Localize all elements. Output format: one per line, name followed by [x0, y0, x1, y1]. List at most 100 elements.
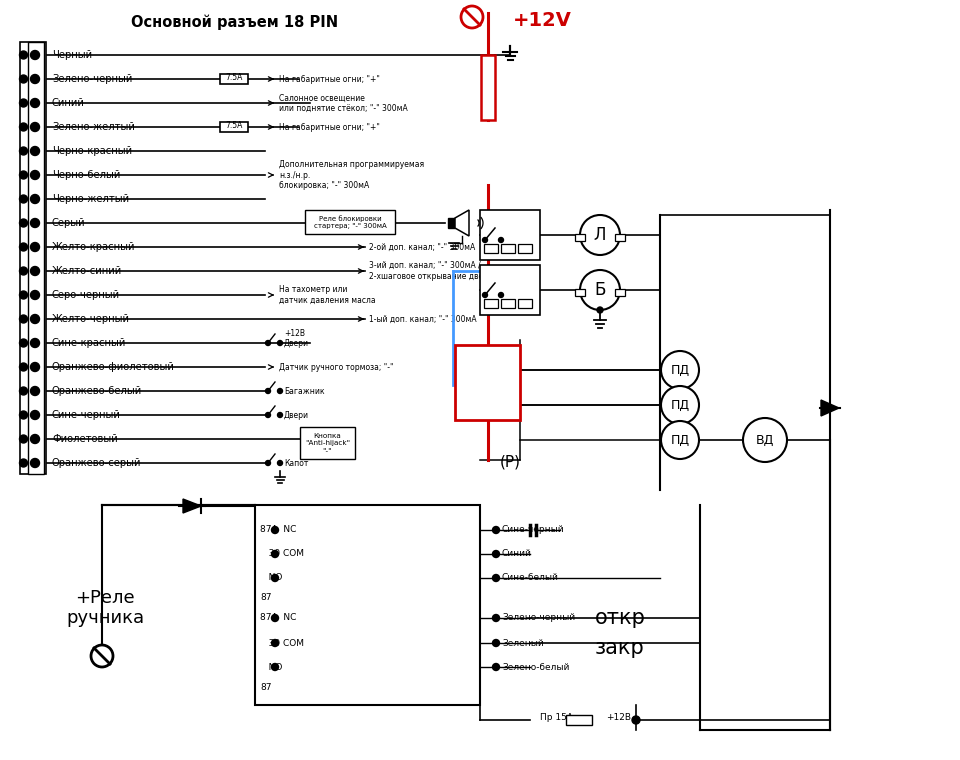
Circle shape — [272, 550, 278, 558]
Text: Синий: Синий — [52, 98, 84, 108]
Circle shape — [31, 387, 39, 395]
Text: Л: Л — [593, 226, 607, 244]
Circle shape — [31, 267, 39, 276]
Text: Дополнительная программируемая
н.з./н.р.
блокировка; "-" 300мА: Дополнительная программируемая н.з./н.р.… — [279, 160, 424, 190]
Text: ВД: ВД — [756, 433, 774, 447]
Circle shape — [31, 338, 39, 347]
Bar — [448, 218, 455, 228]
Text: Синий: Синий — [502, 549, 532, 559]
Text: 7.5A: 7.5A — [226, 74, 243, 83]
Text: +12В: +12В — [284, 328, 305, 337]
Bar — [518, 299, 532, 308]
Circle shape — [743, 418, 787, 462]
Circle shape — [277, 461, 282, 465]
Text: 3-ий доп. канал; "-" 300мА /
2-хшаговое открывание дверей: 3-ий доп. канал; "-" 300мА / 2-хшаговое … — [369, 261, 497, 280]
Bar — [480, 265, 540, 315]
Bar — [484, 244, 498, 253]
Bar — [481, 55, 495, 120]
Text: Черно-красный: Черно-красный — [52, 146, 132, 156]
Text: Двери: Двери — [284, 410, 309, 420]
Text: 87A  NC: 87A NC — [260, 525, 297, 534]
Circle shape — [31, 122, 39, 131]
Bar — [484, 299, 498, 308]
Bar — [575, 234, 585, 241]
Circle shape — [19, 243, 28, 251]
Bar — [575, 289, 585, 296]
Text: Б: Б — [594, 281, 606, 299]
Bar — [501, 299, 515, 308]
Text: 7.5A: 7.5A — [226, 122, 243, 131]
Text: (Р): (Р) — [499, 454, 520, 470]
Circle shape — [19, 147, 28, 155]
Bar — [220, 74, 248, 84]
Text: ПД: ПД — [670, 398, 689, 411]
Circle shape — [272, 575, 278, 581]
Circle shape — [31, 50, 39, 59]
Circle shape — [31, 458, 39, 467]
Text: Зелено-белый: Зелено-белый — [502, 663, 569, 672]
Circle shape — [492, 639, 499, 647]
Circle shape — [19, 99, 28, 107]
Circle shape — [31, 147, 39, 156]
Text: 30 COM: 30 COM — [260, 638, 304, 648]
Text: 30 COM: 30 COM — [260, 549, 304, 559]
Circle shape — [632, 716, 640, 724]
Text: 87: 87 — [260, 594, 272, 603]
Circle shape — [492, 663, 499, 670]
Text: Пр 15А: Пр 15А — [540, 714, 573, 723]
Circle shape — [277, 340, 282, 346]
Circle shape — [498, 237, 503, 242]
Circle shape — [492, 615, 499, 622]
Circle shape — [272, 615, 278, 622]
Bar — [300, 427, 355, 459]
Bar — [501, 244, 515, 253]
Circle shape — [272, 663, 278, 670]
Circle shape — [266, 340, 271, 346]
Text: Черный: Черный — [52, 50, 92, 60]
Bar — [28, 42, 44, 474]
Circle shape — [661, 351, 699, 389]
Circle shape — [266, 413, 271, 417]
Circle shape — [483, 293, 488, 297]
Text: ПД: ПД — [670, 433, 689, 447]
Circle shape — [19, 339, 28, 347]
Circle shape — [277, 388, 282, 394]
Text: Серый: Серый — [52, 218, 85, 228]
Text: закр: закр — [595, 638, 645, 658]
Circle shape — [492, 550, 499, 558]
Circle shape — [277, 413, 282, 417]
Circle shape — [19, 51, 28, 59]
Text: На габаритные огни; "+": На габаритные огни; "+" — [279, 122, 380, 131]
Text: Желто-синий: Желто-синий — [52, 266, 122, 276]
Circle shape — [19, 411, 28, 419]
Text: +12В: +12В — [606, 714, 631, 723]
Circle shape — [492, 575, 499, 581]
Text: Зелено-черный: Зелено-черный — [52, 74, 132, 84]
Text: Салонное освещение
или поднятие стёкол; "-" 300мА: Салонное освещение или поднятие стёкол; … — [279, 93, 408, 112]
Circle shape — [31, 74, 39, 84]
Circle shape — [19, 387, 28, 395]
Text: Реле блокировки
стартера; "-" 300мА: Реле блокировки стартера; "-" 300мА — [314, 215, 386, 229]
Text: NO: NO — [260, 574, 282, 582]
Circle shape — [483, 237, 488, 242]
Text: Багажник: Багажник — [284, 387, 324, 395]
Circle shape — [580, 270, 620, 310]
Circle shape — [91, 645, 113, 667]
Text: 87: 87 — [260, 682, 272, 692]
Text: NO: NO — [260, 663, 282, 672]
Circle shape — [31, 242, 39, 252]
Circle shape — [31, 99, 39, 107]
Circle shape — [19, 291, 28, 299]
Circle shape — [31, 363, 39, 372]
Text: Сине-черный: Сине-черный — [52, 410, 121, 420]
Circle shape — [580, 215, 620, 255]
Circle shape — [19, 171, 28, 179]
Circle shape — [31, 195, 39, 204]
Circle shape — [19, 219, 28, 227]
Circle shape — [661, 421, 699, 459]
Text: Сине-красный: Сине-красный — [52, 338, 127, 348]
Circle shape — [492, 527, 499, 534]
Text: Капот: Капот — [284, 458, 308, 467]
Text: Сине-черный: Сине-черный — [502, 525, 564, 534]
Text: Кнопка
"Anti-hijack"
"-": Кнопка "Anti-hijack" "-" — [305, 433, 350, 453]
